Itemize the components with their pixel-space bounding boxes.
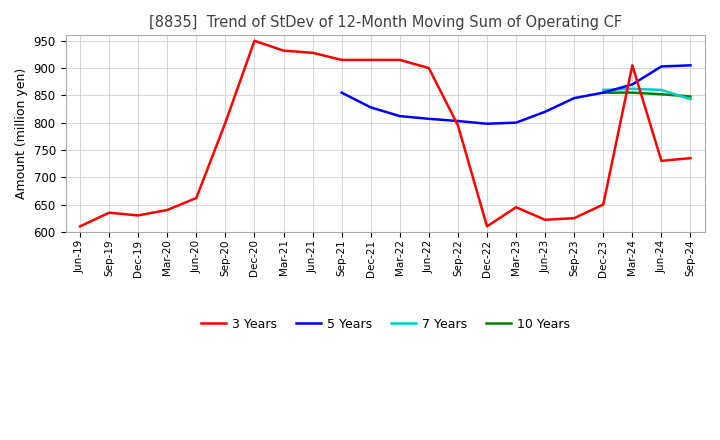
3 Years [512,205,521,210]
3 Years [686,155,695,161]
5 Years [541,109,549,114]
3 Years [221,120,230,125]
5 Years [657,64,666,69]
3 Years [308,50,317,55]
3 Years [366,57,375,62]
7 Years [657,87,666,92]
7 Years [686,96,695,102]
5 Years [425,116,433,121]
10 Years [599,90,608,95]
5 Years [599,90,608,95]
5 Years [628,82,636,87]
Line: 3 Years: 3 Years [80,41,690,226]
3 Years [134,213,143,218]
3 Years [454,123,462,128]
3 Years [338,57,346,62]
10 Years [686,94,695,99]
Line: 7 Years: 7 Years [603,89,690,99]
5 Years [512,120,521,125]
3 Years [482,224,491,229]
3 Years [163,207,171,213]
5 Years [570,95,578,101]
Line: 10 Years: 10 Years [603,93,690,96]
3 Years [192,195,201,201]
5 Years [482,121,491,126]
3 Years [541,217,549,223]
7 Years [599,87,608,92]
5 Years [686,63,695,68]
7 Years [628,86,636,92]
3 Years [395,57,404,62]
10 Years [657,92,666,97]
Title: [8835]  Trend of StDev of 12-Month Moving Sum of Operating CF: [8835] Trend of StDev of 12-Month Moving… [149,15,622,30]
3 Years [279,48,288,53]
Line: 5 Years: 5 Years [342,66,690,124]
3 Years [76,224,84,229]
3 Years [425,66,433,71]
3 Years [570,216,578,221]
3 Years [250,38,258,44]
10 Years [628,90,636,95]
Y-axis label: Amount (million yen): Amount (million yen) [15,68,28,199]
3 Years [657,158,666,164]
3 Years [105,210,114,215]
5 Years [366,105,375,110]
5 Years [395,114,404,119]
Legend: 3 Years, 5 Years, 7 Years, 10 Years: 3 Years, 5 Years, 7 Years, 10 Years [196,313,575,336]
5 Years [338,90,346,95]
5 Years [454,118,462,124]
3 Years [599,202,608,207]
3 Years [628,63,636,68]
